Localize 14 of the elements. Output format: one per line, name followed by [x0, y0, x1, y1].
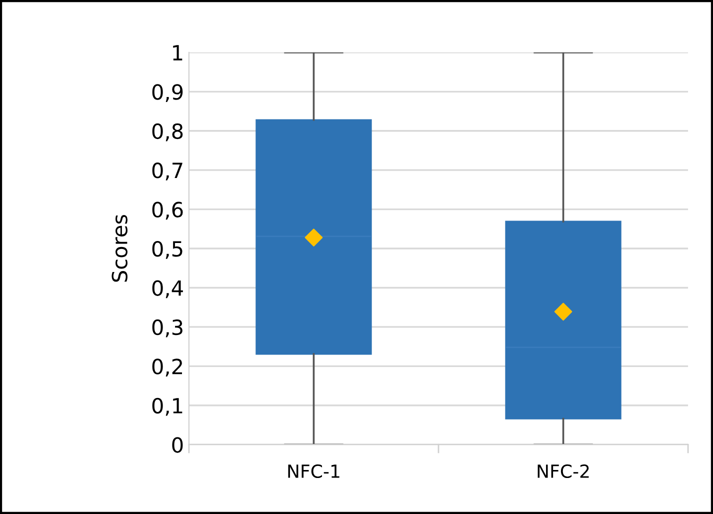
- y-tick-label: 0,4: [152, 280, 183, 298]
- y-tick-label: 0,9: [152, 84, 183, 102]
- y-tick-label: 0,7: [152, 162, 182, 180]
- y-tick-label: 1: [173, 45, 182, 60]
- x-tick-label: NFC-2: [538, 464, 589, 478]
- y-tick-label: 0,6: [152, 202, 183, 220]
- y-tick-label: 0,2: [152, 358, 182, 377]
- y-tick-label: 0,1: [152, 398, 182, 416]
- x-tick-label: NFC-1: [288, 464, 340, 478]
- y-axis-title: Scores: [112, 214, 128, 282]
- y-tick-label: 0,5: [152, 240, 182, 259]
- y-tick-label: 0,8: [152, 123, 183, 142]
- y-tick-label: 0,3: [152, 319, 182, 338]
- y-tick-label: 0: [172, 437, 183, 453]
